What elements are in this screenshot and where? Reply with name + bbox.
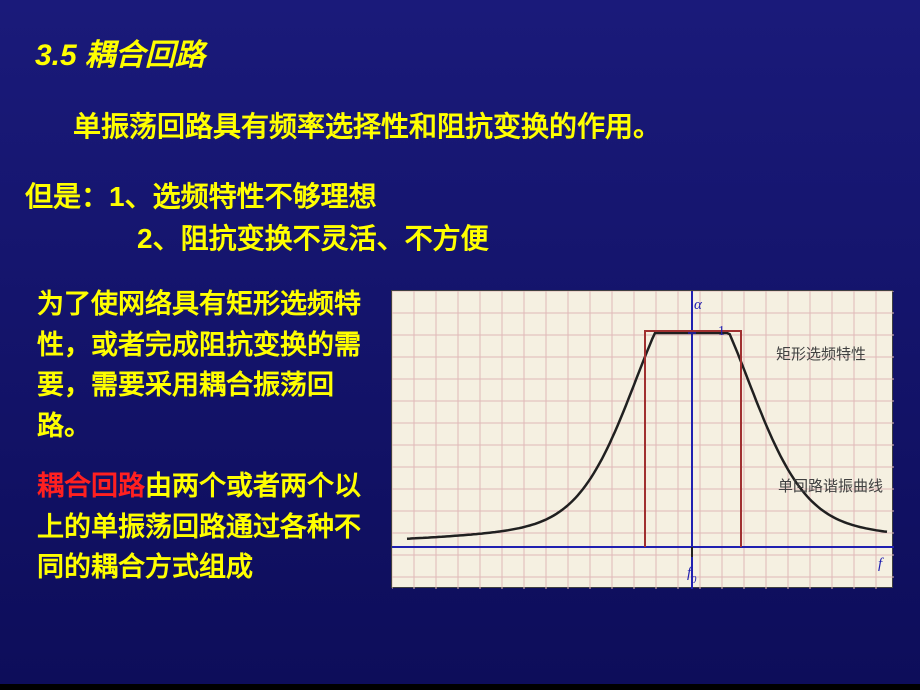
section-title: 3.5 耦合回路 xyxy=(35,30,895,74)
but-item-2: 2、阻抗变换不灵活、不方便 xyxy=(137,218,895,260)
but-section: 但是：1、选频特性不够理想 2、阻抗变换不灵活、不方便 xyxy=(25,176,895,260)
bottom-bar xyxy=(0,684,920,690)
but-label: 但是： xyxy=(25,176,109,218)
svg-text:α: α xyxy=(694,297,703,313)
slide: 3.5 耦合回路 单振荡回路具有频率选择性和阻抗变换的作用。 但是：1、选频特性… xyxy=(0,0,920,684)
left-text-column: 为了使网络具有矩形选频特性，或者完成阻抗变换的需要，需要采用耦合振荡回路。 耦合… xyxy=(37,284,377,588)
paragraph-2: 耦合回路由两个或者两个以上的单振荡回路通过各种不同的耦合方式组成 xyxy=(37,466,377,588)
red-term: 耦合回路 xyxy=(37,471,145,501)
svg-text:矩形选频特性: 矩形选频特性 xyxy=(776,346,866,363)
subtitle-text: 单振荡回路具有频率选择性和阻抗变换的作用。 xyxy=(73,106,895,148)
svg-text:f: f xyxy=(878,556,884,572)
resonance-chart: α1矩形选频特性单回路谐振曲线f0f xyxy=(391,290,893,588)
lower-section: 为了使网络具有矩形选频特性，或者完成阻抗变换的需要，需要采用耦合振荡回路。 耦合… xyxy=(25,284,895,588)
but-item-1: 1、选频特性不够理想 xyxy=(109,181,377,212)
paragraph-1: 为了使网络具有矩形选频特性，或者完成阻抗变换的需要，需要采用耦合振荡回路。 xyxy=(37,284,377,446)
chart-svg: α1矩形选频特性单回路谐振曲线f0f xyxy=(392,291,894,589)
svg-text:单回路谐振曲线: 单回路谐振曲线 xyxy=(778,478,883,495)
svg-text:1: 1 xyxy=(718,324,725,339)
